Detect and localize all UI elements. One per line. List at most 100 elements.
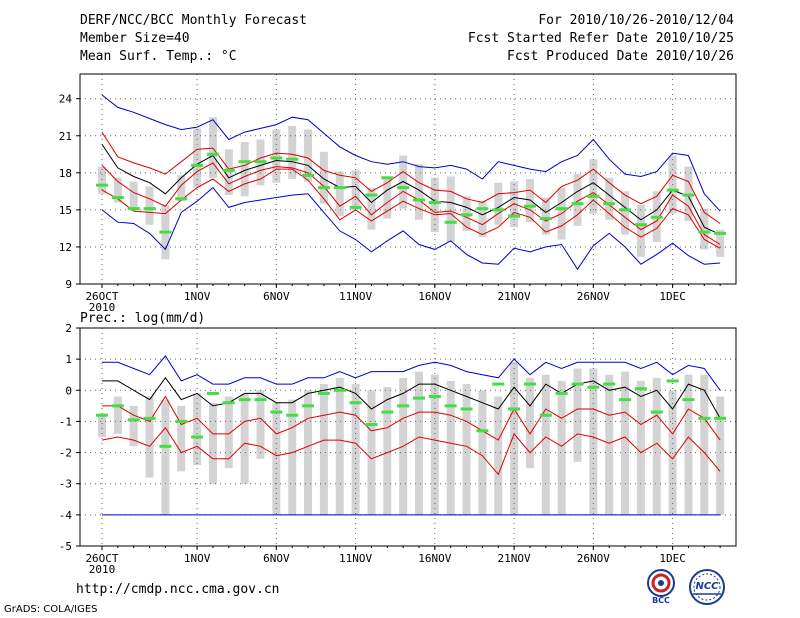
precipitation-obs-marker <box>254 398 267 402</box>
temperature-ytick-label: 18 <box>59 167 72 180</box>
temperature-obs-marker <box>333 186 346 190</box>
precipitation-obs-marker <box>127 418 140 422</box>
temperature-box <box>319 151 328 204</box>
temperature-obs-marker <box>492 208 505 212</box>
precipitation-box <box>541 374 550 515</box>
precipitation-ytick-label: -3 <box>59 478 72 491</box>
temperature-box <box>716 229 725 257</box>
temperature-obs-marker <box>666 188 679 192</box>
temperature-xtick-label: 21NOV <box>498 290 531 303</box>
member-size: Member Size=40 <box>80 31 190 46</box>
temperature-box <box>224 149 233 196</box>
temperature-box <box>478 201 487 238</box>
precipitation-ytick-label: -4 <box>59 509 73 522</box>
temperature-obs-marker <box>96 183 108 187</box>
precipitation-box <box>430 374 439 515</box>
precipitation-obs-marker <box>634 387 647 391</box>
precipitation-obs-marker <box>270 410 283 414</box>
temperature-obs-marker <box>238 160 251 164</box>
temperature-box <box>240 141 249 197</box>
precipitation-obs-marker <box>714 416 727 420</box>
temperature-xtick-label: 26OCT <box>85 290 118 303</box>
temperature-obs-marker <box>555 207 568 211</box>
precipitation-obs-marker <box>476 429 489 433</box>
precipitation-obs-marker <box>317 391 330 395</box>
precipitation-box <box>129 405 138 447</box>
precipitation-obs-marker <box>175 419 188 423</box>
temperature-box <box>193 128 202 188</box>
precipitation-obs-marker <box>143 416 156 420</box>
temperature-obs-marker <box>603 202 616 206</box>
temperature-obs-marker <box>571 202 584 206</box>
temperature-frame <box>79 73 737 285</box>
precipitation-box <box>525 377 534 469</box>
temperature-obs-marker <box>539 217 552 221</box>
precipitation-obs-marker <box>603 382 616 386</box>
temperature-obs-marker <box>587 194 600 198</box>
precipitation-box <box>636 380 645 515</box>
bcc-logo-icon <box>647 569 675 597</box>
precipitation-xtick-label: 11NOV <box>339 552 372 565</box>
fcst-produced-date: Fcst Produced Date 2010/10/26 <box>507 49 734 64</box>
bcc-logo-text: BCC <box>652 596 670 605</box>
precipitation-ytick-label: -1 <box>59 415 72 428</box>
precipitation-obs-marker <box>191 435 204 439</box>
precipitation-box <box>700 374 709 515</box>
precipitation-xtick-label: 6NOV <box>263 552 290 565</box>
precipitation-xtick-label: 26OCT <box>85 552 118 565</box>
temperature-obs-marker <box>476 207 489 211</box>
precipitation-ytick-label: -5 <box>59 540 72 553</box>
header-left: DERF/NCC/BCC Monthly Forecast Member Siz… <box>80 12 307 66</box>
temperature-obs-marker <box>349 205 362 209</box>
precipitation-ytick-label: 2 <box>65 322 72 335</box>
temperature-xtick-label: 1NOV <box>184 290 211 303</box>
precipitation-series-max <box>102 355 721 391</box>
precipitation-obs-marker <box>619 398 632 402</box>
temperature-obs-marker <box>254 160 267 164</box>
temperature-obs-marker <box>650 215 663 219</box>
precipitation-box <box>319 384 328 515</box>
precipitation-ytick-label: 0 <box>65 384 72 397</box>
ncc-logo-icon <box>689 569 725 605</box>
temperature-obs-marker <box>111 196 124 200</box>
precipitation-obs-marker <box>286 413 299 417</box>
precipitation-box <box>684 374 693 515</box>
temperature-series-min <box>101 186 721 271</box>
precipitation-box <box>621 371 630 515</box>
precipitation-series-lower <box>101 426 721 476</box>
temperature-obs-marker <box>302 173 315 177</box>
ncc-logo: NCC <box>684 568 730 606</box>
precipitation-obs-marker <box>666 379 679 383</box>
temperature-obs-marker <box>508 214 521 218</box>
precipitation-box <box>288 399 297 515</box>
temperature-obs-marker <box>397 186 410 190</box>
precipitation-obs-marker <box>539 413 552 417</box>
temperature-obs-marker <box>159 230 172 234</box>
temperature-obs-marker <box>428 200 441 204</box>
temperature-box <box>335 171 344 217</box>
temperature-obs-marker <box>143 207 156 211</box>
precipitation-box <box>240 393 249 484</box>
precipitation-box <box>208 402 217 484</box>
precipitation-ytick-label: 1 <box>65 353 72 366</box>
precipitation-obs-marker <box>111 404 124 408</box>
precipitation-box <box>161 399 170 515</box>
precipitation-box <box>383 387 392 515</box>
temperature-obs-marker <box>460 213 473 217</box>
precipitation-obs-marker <box>682 398 695 402</box>
temperature-xtick-sublabel: 2010 <box>89 301 116 314</box>
temperature-obs-marker <box>698 230 711 234</box>
temperature-box <box>415 164 423 220</box>
precipitation-obs-marker <box>238 398 251 402</box>
temperature-box <box>573 174 582 226</box>
temperature-ytick-label: 12 <box>59 241 72 254</box>
precipitation-box <box>351 384 360 515</box>
temperature-box <box>145 186 154 225</box>
precipitation-obs-marker <box>650 410 663 414</box>
source-url[interactable]: http://cmdp.ncc.cma.gov.cn <box>76 582 280 597</box>
temperature-xtick-label: 11NOV <box>339 290 372 303</box>
temperature-obs-marker <box>714 231 727 235</box>
precipitation-obs-marker <box>460 407 473 411</box>
temperature-obs-marker <box>270 156 283 160</box>
